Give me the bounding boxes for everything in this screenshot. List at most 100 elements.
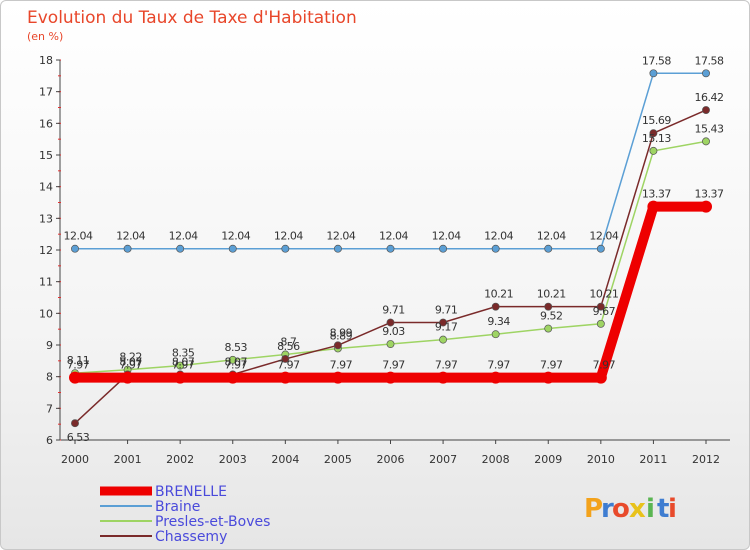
x-tick-label: 2003 xyxy=(219,453,247,466)
data-label-presles-et-boves: 9.52 xyxy=(540,310,563,323)
point-brenelle xyxy=(384,371,397,384)
data-label-brenelle: 7.97 xyxy=(435,359,458,372)
x-tick-label: 2007 xyxy=(429,453,457,466)
data-label-chassemy: 8.07 xyxy=(225,355,248,368)
data-label-braine: 12.04 xyxy=(432,230,461,243)
point-braine xyxy=(596,244,605,253)
logo-letter: i xyxy=(668,494,677,524)
data-label-brenelle: 7.97 xyxy=(119,359,142,372)
data-label-braine: 12.04 xyxy=(274,230,303,243)
data-label-chassemy: 8.56 xyxy=(277,340,300,353)
data-label-braine: 12.04 xyxy=(64,230,93,243)
point-chassemy xyxy=(71,419,79,428)
point-brenelle xyxy=(121,371,134,384)
point-braine xyxy=(228,244,237,253)
point-brenelle xyxy=(279,371,292,384)
point-presles-et-boves xyxy=(649,146,658,155)
x-tick-label: 2011 xyxy=(639,453,667,466)
y-tick-label: 17 xyxy=(39,86,53,99)
data-label-brenelle: 7.97 xyxy=(277,359,300,372)
x-tick-label: 2009 xyxy=(534,453,562,466)
logo-letter: P xyxy=(584,494,603,524)
point-chassemy xyxy=(281,354,290,363)
point-chassemy xyxy=(596,302,605,311)
logo-letter: r xyxy=(601,494,614,524)
logo-letter: t xyxy=(657,494,669,524)
point-brenelle xyxy=(437,371,450,384)
data-label-brenelle: 7.97 xyxy=(225,359,248,372)
series-line-braine xyxy=(75,72,706,250)
point-chassemy xyxy=(386,318,395,327)
axes: 6 7 8 9 10 11 12 13 14 15 16 17 18 2000 2001 2002 2003 20… xyxy=(39,54,730,466)
point-presles-et-boves xyxy=(386,340,395,348)
y-tick-label: 18 xyxy=(39,54,53,67)
logo-letter: i xyxy=(646,494,655,524)
data-label-brenelle: 7.97 xyxy=(593,359,616,372)
data-label-presles-et-boves: 8.89 xyxy=(330,329,353,342)
data-label-brenelle: 13.37 xyxy=(695,188,724,201)
data-label-presles-et-boves: 8.22 xyxy=(119,351,142,364)
data-label-brenelle: 7.97 xyxy=(487,359,510,372)
y-tick-label: 7 xyxy=(46,402,53,415)
data-label-presles-et-boves: 8.7 xyxy=(280,336,296,349)
legend-label: BRENELLE xyxy=(155,484,227,500)
y-tick-label: 6 xyxy=(46,434,53,447)
data-label-brenelle: 7.97 xyxy=(540,359,563,372)
data-label-brenelle: 7.97 xyxy=(172,359,195,372)
chart-subtitle: (en %) xyxy=(27,30,63,43)
point-braine xyxy=(71,244,79,253)
point-presles-et-boves xyxy=(544,324,553,333)
x-tick-label: 2012 xyxy=(692,453,720,466)
data-label-chassemy: 9.71 xyxy=(435,304,458,317)
x-tick-label: 2010 xyxy=(587,453,615,466)
data-label-presles-et-boves: 9.67 xyxy=(593,305,616,318)
data-label-chassemy: 10.21 xyxy=(589,288,618,301)
point-braine xyxy=(386,244,395,253)
data-label-presles-et-boves: 9.03 xyxy=(382,325,405,338)
data-label-presles-et-boves: 9.34 xyxy=(487,315,510,328)
y-tick-label: 11 xyxy=(39,276,53,289)
data-label-braine: 12.04 xyxy=(326,230,355,243)
point-brenelle xyxy=(226,371,239,384)
x-tick-label: 2004 xyxy=(271,453,299,466)
data-labels: 12.04 12.04 12.04 12.04 12.04 12.04 12.04 12.04… xyxy=(64,54,725,444)
logo-letter: x xyxy=(629,494,646,524)
data-label-brenelle: 13.37 xyxy=(642,188,671,201)
point-braine xyxy=(649,69,658,78)
point-presles-et-boves xyxy=(596,319,605,328)
legend-label: Braine xyxy=(155,499,200,515)
point-presles-et-boves xyxy=(176,361,185,370)
point-braine xyxy=(333,244,342,253)
point-chassemy xyxy=(544,302,553,311)
data-label-presles-et-boves: 15.43 xyxy=(695,122,724,135)
point-brenelle xyxy=(647,200,660,213)
point-chassemy xyxy=(491,302,500,311)
point-chassemy xyxy=(649,129,658,138)
point-braine xyxy=(281,244,290,253)
y-tick-label: 14 xyxy=(39,181,53,194)
data-label-braine: 12.04 xyxy=(116,230,145,243)
y-tick-label: 8 xyxy=(46,371,53,384)
data-label-chassemy: 8.07 xyxy=(172,355,195,368)
point-chassemy xyxy=(439,318,448,327)
data-label-chassemy: 9.71 xyxy=(382,304,405,317)
data-label-braine: 17.58 xyxy=(695,54,724,67)
point-presles-et-boves xyxy=(228,355,237,364)
series-group xyxy=(69,69,712,428)
data-label-chassemy: 16.42 xyxy=(695,91,724,104)
x-tick-label: 2001 xyxy=(114,453,142,466)
point-brenelle xyxy=(489,371,502,384)
point-brenelle xyxy=(542,371,555,384)
data-label-chassemy: 6.53 xyxy=(67,431,90,444)
data-label-braine: 12.04 xyxy=(589,230,618,243)
point-braine xyxy=(176,244,185,253)
data-label-brenelle: 7.97 xyxy=(330,359,353,372)
y-tick-label: 10 xyxy=(39,307,53,320)
y-tick-label: 13 xyxy=(39,212,53,225)
logo-letter: o xyxy=(612,494,630,524)
x-tick-label: 2006 xyxy=(377,453,405,466)
point-presles-et-boves xyxy=(702,137,710,146)
data-label-presles-et-boves: 15.13 xyxy=(642,132,671,145)
legend-label: Chassemy xyxy=(155,529,227,545)
